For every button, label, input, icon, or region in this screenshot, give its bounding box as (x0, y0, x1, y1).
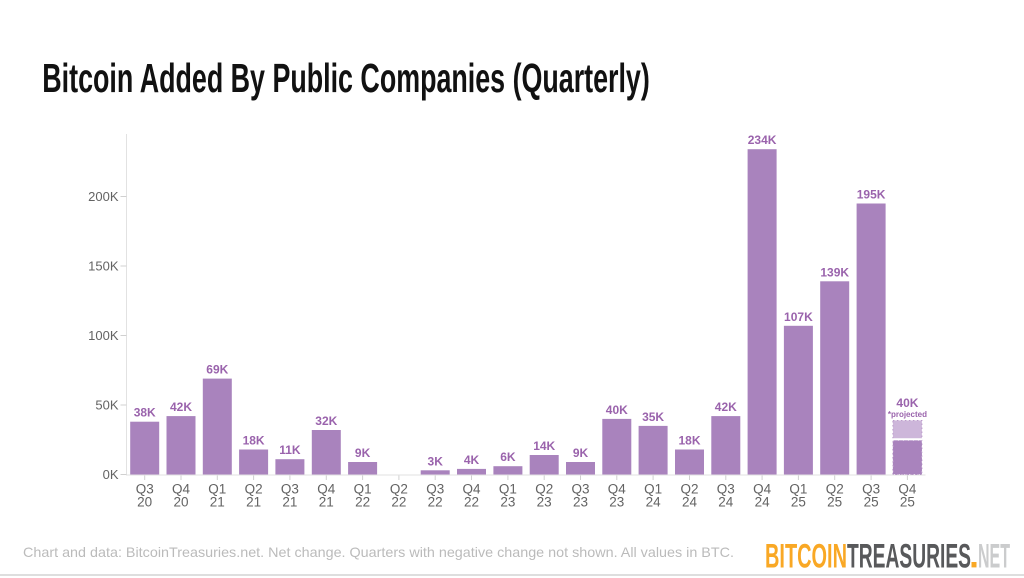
svg-text:*projected: *projected (888, 410, 927, 419)
svg-text:6K: 6K (500, 450, 516, 464)
svg-text:9K: 9K (355, 446, 371, 460)
svg-text:234K: 234K (748, 133, 777, 147)
svg-text:38K: 38K (134, 406, 156, 420)
svg-text:25: 25 (900, 495, 915, 510)
svg-text:3K: 3K (428, 454, 444, 468)
svg-text:22: 22 (428, 495, 443, 510)
svg-text:35K: 35K (642, 410, 664, 424)
svg-text:24: 24 (646, 495, 662, 510)
svg-text:Q3: Q3 (571, 482, 589, 497)
svg-text:25: 25 (827, 495, 842, 510)
svg-text:24: 24 (682, 495, 698, 510)
svg-text:Q2: Q2 (826, 482, 844, 497)
svg-text:25: 25 (791, 495, 806, 510)
svg-text:Q1: Q1 (499, 482, 517, 497)
svg-text:Q1: Q1 (208, 482, 226, 497)
svg-text:18K: 18K (678, 434, 700, 448)
svg-text:BITCOIN: BITCOIN (765, 537, 847, 575)
svg-text:Q3: Q3 (426, 482, 444, 497)
svg-text:139K: 139K (820, 265, 849, 279)
svg-text:14K: 14K (533, 439, 555, 453)
svg-text:Bitcoin Added By Public Compan: Bitcoin Added By Public Companies (Quart… (42, 55, 650, 101)
svg-text:Q4: Q4 (317, 482, 336, 497)
svg-text:42K: 42K (715, 400, 737, 414)
svg-text:18K: 18K (243, 434, 265, 448)
svg-text:23: 23 (573, 495, 588, 510)
svg-text:21: 21 (210, 495, 225, 510)
svg-text:23: 23 (500, 495, 515, 510)
svg-text:Q1: Q1 (644, 482, 662, 497)
svg-text:TREASURIES: TREASURIES (847, 537, 971, 575)
svg-text:Q2: Q2 (245, 482, 263, 497)
svg-text:50K: 50K (95, 398, 118, 413)
svg-text:Q4: Q4 (172, 482, 191, 497)
svg-text:9K: 9K (573, 446, 589, 460)
svg-text:Q4: Q4 (462, 482, 481, 497)
svg-text:107K: 107K (784, 310, 813, 324)
svg-text:Q3: Q3 (717, 482, 735, 497)
svg-text:Q4: Q4 (898, 482, 917, 497)
svg-text:200K: 200K (88, 189, 119, 204)
svg-text:Q3: Q3 (136, 482, 154, 497)
svg-text:Q3: Q3 (862, 482, 880, 497)
svg-text:150K: 150K (88, 259, 119, 274)
svg-text:32K: 32K (315, 414, 337, 428)
svg-text:20: 20 (137, 495, 152, 510)
svg-text:23: 23 (609, 495, 624, 510)
svg-text:22: 22 (391, 495, 406, 510)
svg-text:42K: 42K (170, 400, 192, 414)
svg-text:40K: 40K (606, 403, 628, 417)
svg-text:Q2: Q2 (535, 482, 553, 497)
svg-text:21: 21 (319, 495, 334, 510)
svg-text:20: 20 (173, 495, 188, 510)
svg-text:21: 21 (282, 495, 297, 510)
svg-text:24: 24 (718, 495, 734, 510)
svg-text:Q2: Q2 (390, 482, 408, 497)
svg-text:69K: 69K (206, 363, 228, 377)
svg-text:22: 22 (464, 495, 479, 510)
svg-text:Q1: Q1 (789, 482, 807, 497)
svg-text:4K: 4K (464, 453, 480, 467)
svg-text:11K: 11K (279, 443, 301, 457)
svg-text:Q4: Q4 (753, 482, 772, 497)
svg-text:22: 22 (355, 495, 370, 510)
svg-text:Q1: Q1 (354, 482, 372, 497)
svg-text:100K: 100K (88, 328, 119, 343)
svg-text:25: 25 (864, 495, 879, 510)
svg-text:Q2: Q2 (680, 482, 698, 497)
svg-text:Chart and data: BitcoinTreasur: Chart and data: BitcoinTreasuries.net. N… (23, 544, 734, 560)
svg-text:NET: NET (978, 537, 1010, 575)
svg-text:40K: 40K (896, 396, 918, 410)
svg-text:23: 23 (537, 495, 552, 510)
svg-text:24: 24 (755, 495, 771, 510)
svg-text:Q3: Q3 (281, 482, 299, 497)
svg-text:0K: 0K (103, 467, 119, 482)
svg-text:Q4: Q4 (608, 482, 627, 497)
svg-text:21: 21 (246, 495, 261, 510)
svg-text:195K: 195K (857, 188, 886, 202)
